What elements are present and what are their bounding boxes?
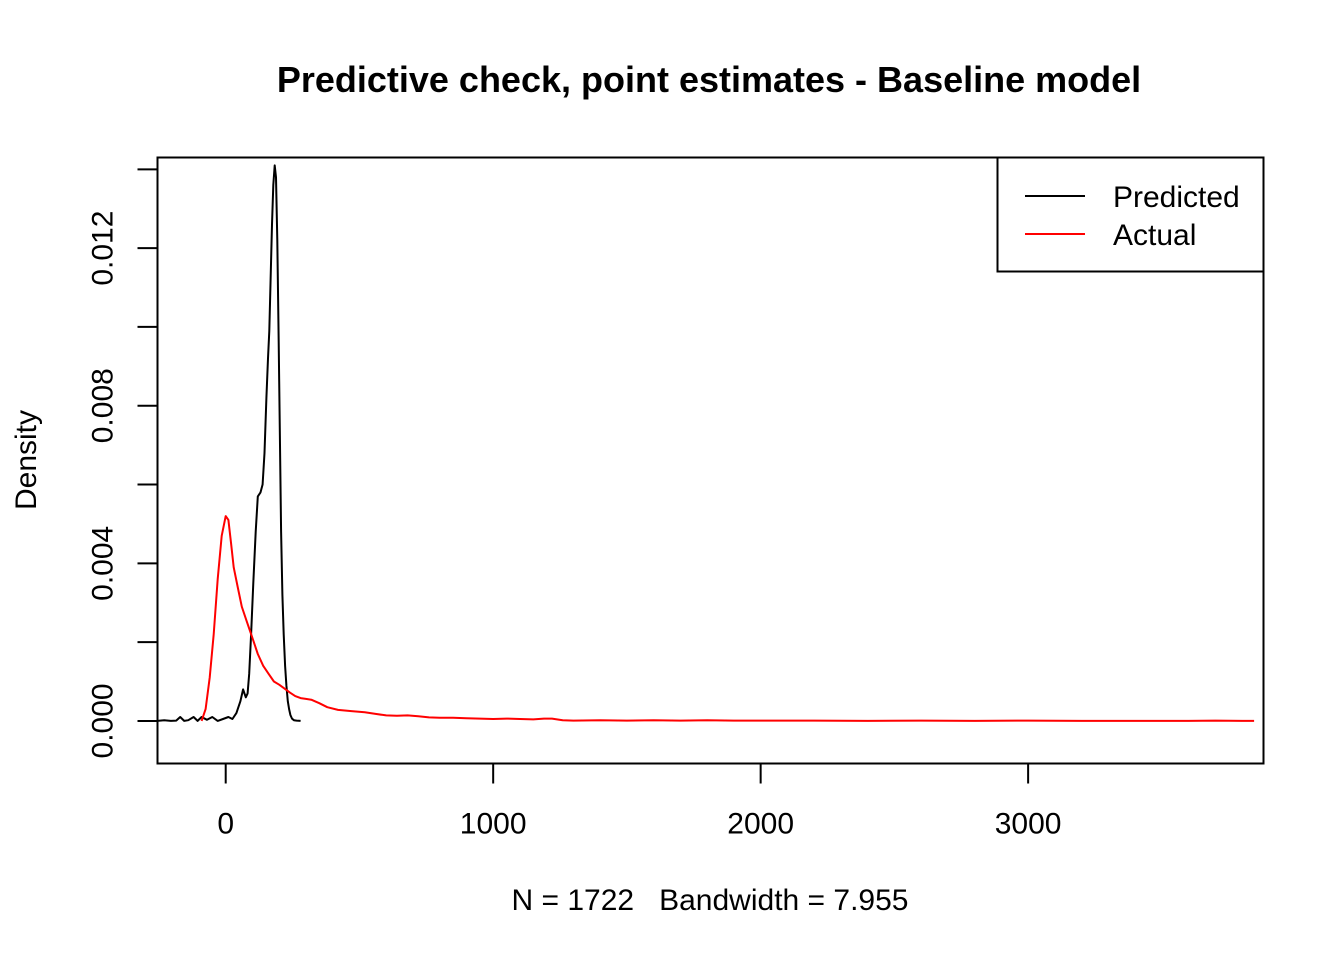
x-tick-label: 0 bbox=[217, 808, 234, 841]
y-axis: 0.000 0.004 0.008 0.012 bbox=[87, 168, 159, 758]
series-line-actual bbox=[200, 515, 1255, 722]
legend-label-actual: Actual bbox=[1113, 219, 1196, 252]
y-tick-label: 0.012 bbox=[87, 211, 120, 286]
x-axis: 0 1000 2000 3000 bbox=[217, 762, 1062, 841]
y-tick-label: 0.008 bbox=[87, 368, 120, 443]
series-layer bbox=[157, 164, 1255, 722]
legend-label-predicted: Predicted bbox=[1113, 181, 1240, 214]
legend-box bbox=[996, 156, 1265, 273]
y-tick-label: 0.000 bbox=[87, 683, 120, 758]
x-axis-label: N = 1722 Bandwidth = 7.955 bbox=[512, 884, 909, 917]
x-tick-label: 2000 bbox=[727, 808, 794, 841]
chart-title: Predictive check, point estimates - Base… bbox=[277, 59, 1141, 100]
legend: Predicted Actual bbox=[996, 156, 1265, 273]
y-tick-label: 0.004 bbox=[87, 526, 120, 601]
y-axis-label: Density bbox=[10, 410, 43, 510]
x-tick-label: 3000 bbox=[995, 808, 1062, 841]
series-line-predicted bbox=[157, 164, 301, 722]
x-tick-label: 1000 bbox=[460, 808, 527, 841]
